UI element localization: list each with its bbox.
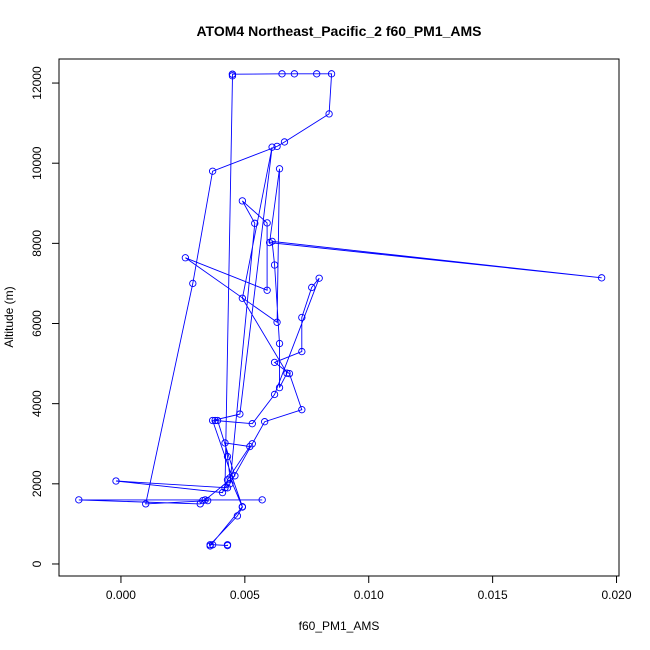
- data-point: [273, 142, 281, 151]
- data-point: [112, 477, 120, 485]
- data-point: [231, 472, 239, 480]
- data-point: [280, 138, 289, 146]
- x-tick-label: 0.015: [478, 588, 508, 602]
- data-point: [251, 219, 259, 227]
- data-point: [273, 318, 281, 326]
- data-point: [238, 294, 247, 302]
- data-point: [142, 500, 150, 508]
- data-point: [298, 313, 306, 322]
- y-tick-label: 2000: [30, 470, 44, 497]
- data-point: [258, 496, 266, 504]
- data-point: [298, 347, 306, 356]
- data-point: [181, 254, 190, 262]
- data-point: [308, 283, 316, 292]
- data-point: [208, 167, 217, 175]
- data-point: [315, 274, 323, 282]
- data-point: [270, 261, 279, 269]
- y-axis: 0 2000 4000 6000 8000 10000 12000: [30, 66, 60, 567]
- data-point: [223, 452, 232, 461]
- data-point: [268, 237, 276, 246]
- data-point: [263, 219, 271, 227]
- data-point: [298, 406, 306, 414]
- data-point: [238, 503, 247, 511]
- data-point: [223, 541, 232, 550]
- data-point: [204, 497, 212, 505]
- y-tick-label: 6000: [30, 310, 44, 337]
- data-point: [248, 440, 256, 448]
- x-tick-label: 0.020: [602, 588, 632, 602]
- data-point: [313, 70, 321, 78]
- data-point: [268, 143, 276, 151]
- y-tick-label: 0: [30, 560, 44, 567]
- data-point: [275, 383, 284, 392]
- y-tick-label: 4000: [30, 390, 44, 417]
- data-point: [327, 70, 336, 78]
- data-point: [285, 369, 294, 378]
- data-point: [221, 439, 229, 447]
- x-axis: 0.000 0.005 0.010 0.015 0.020: [106, 575, 632, 602]
- y-tick-label: 10000: [30, 146, 44, 180]
- data-point: [211, 416, 219, 425]
- x-tick-label: 0.010: [354, 588, 384, 602]
- data-point: [261, 418, 269, 426]
- plot-frame: [58, 58, 620, 577]
- data-point: [228, 72, 237, 80]
- data-point: [238, 197, 247, 205]
- data-point: [325, 110, 333, 118]
- data-point: [213, 416, 222, 425]
- x-tick-label: 0.000: [106, 588, 136, 602]
- data-point: [199, 497, 207, 505]
- data-point: [598, 274, 606, 282]
- data-point: [270, 390, 279, 399]
- data-point: [233, 512, 242, 520]
- data-point: [248, 420, 256, 428]
- data-point: [236, 410, 244, 418]
- data-point: [226, 480, 234, 488]
- data-point: [263, 286, 271, 294]
- data-point: [208, 416, 217, 425]
- chart-title: ATOM4 Northeast_Pacific_2 f60_PM1_AMS: [196, 23, 481, 39]
- data-point: [206, 542, 214, 550]
- data-point: [221, 484, 229, 492]
- y-axis-label: Altitude (m): [2, 286, 16, 347]
- series-layer: [75, 70, 606, 550]
- y-tick-label: 12000: [30, 66, 44, 100]
- y-tick-label: 8000: [30, 230, 44, 257]
- data-point: [283, 369, 291, 377]
- data-point: [290, 70, 299, 78]
- data-point: [270, 358, 279, 367]
- data-point: [275, 165, 284, 173]
- data-point: [275, 339, 284, 348]
- x-axis-label: f60_PM1_AMS: [299, 619, 380, 633]
- data-point: [223, 484, 232, 492]
- x-tick-label: 0.005: [230, 588, 260, 602]
- series-line: [78, 73, 602, 547]
- data-point: [223, 476, 232, 484]
- data-point: [278, 70, 286, 78]
- data-point: [75, 496, 83, 504]
- data-point: [189, 279, 197, 288]
